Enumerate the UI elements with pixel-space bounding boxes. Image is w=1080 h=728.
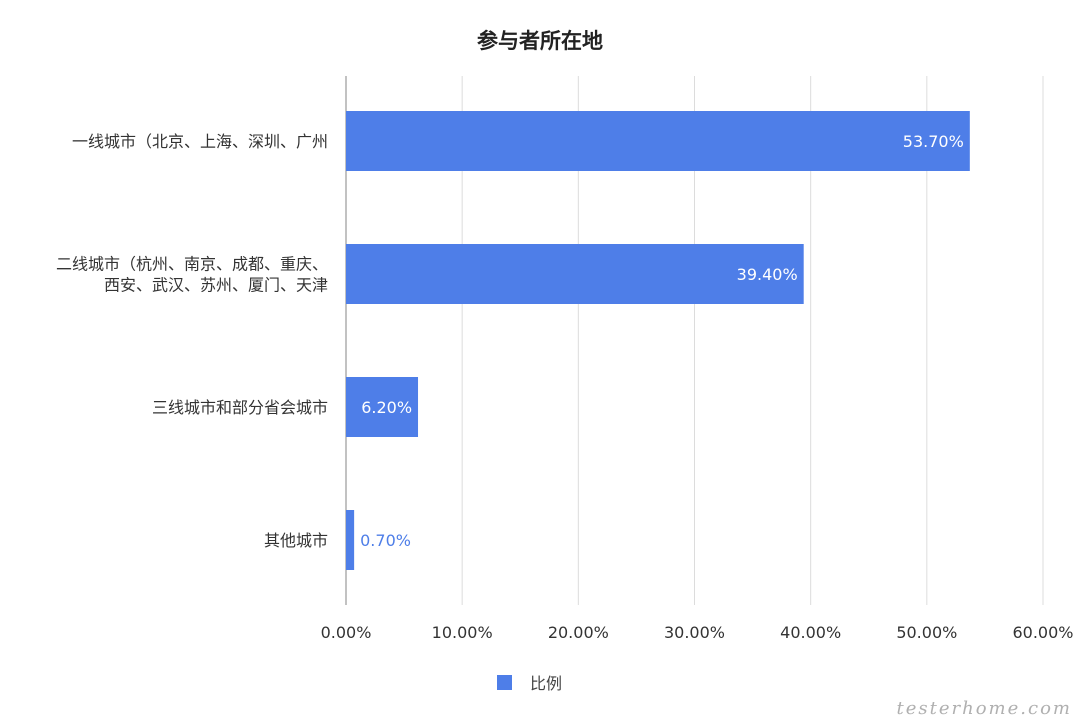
bar	[346, 111, 970, 171]
legend-label: 比例	[530, 674, 562, 693]
category-label: 其他城市	[264, 531, 328, 550]
x-tick-label: 40.00%	[780, 623, 841, 642]
bar-value-label: 0.70%	[360, 531, 411, 550]
bar	[346, 244, 804, 304]
chart-title: 参与者所在地	[477, 29, 603, 53]
bar-value-label: 53.70%	[903, 132, 964, 151]
x-tick-label: 10.00%	[432, 623, 493, 642]
x-tick-label: 20.00%	[548, 623, 609, 642]
category-labels: 一线城市（北京、上海、深圳、广州二线城市（杭州、南京、成都、重庆、西安、武汉、苏…	[56, 132, 328, 550]
bars-group: 53.70% 39.40% 6.20% 0.70%	[346, 111, 970, 570]
bar-value-label: 39.40%	[737, 265, 798, 284]
category-label: 三线城市和部分省会城市	[152, 398, 328, 417]
x-tick-label: 50.00%	[896, 623, 957, 642]
watermark: testerhome.com	[897, 698, 1072, 719]
bar	[346, 377, 419, 437]
category-label: 一线城市（北京、上海、深圳、广州	[72, 132, 328, 151]
x-tick-label: 60.00%	[1012, 623, 1073, 642]
x-tick-label: 30.00%	[664, 623, 725, 642]
x-tick-label: 0.00%	[321, 623, 372, 642]
x-tick-labels: 0.00% 10.00% 20.00% 30.00% 40.00% 50.00% 60.00…	[321, 623, 1074, 642]
category-label: 二线城市（杭州、南京、成都、重庆、西安、武汉、苏州、厦门、天津	[56, 255, 328, 295]
bar	[346, 510, 355, 570]
bar-value-label: 6.20%	[361, 398, 412, 417]
legend: 比例	[497, 674, 562, 693]
legend-swatch	[497, 675, 512, 690]
